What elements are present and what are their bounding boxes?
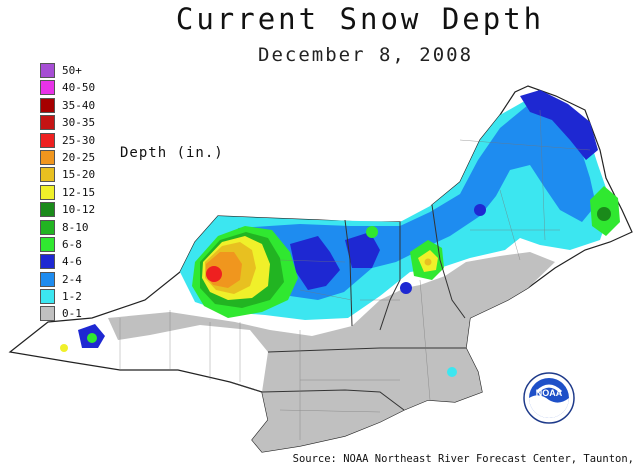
legend-label: 10-12 <box>62 203 96 217</box>
noaa-logo-icon: NOAA <box>523 372 575 424</box>
zone-4-6-in <box>290 236 340 290</box>
legend-label: 20-25 <box>62 150 96 164</box>
zone-center-green-2 <box>366 226 378 238</box>
legend-label: 40-50 <box>62 81 96 95</box>
zone-4-6-in-east <box>520 90 598 160</box>
legend-label: 1-2 <box>62 290 82 304</box>
zone-west-green <box>87 333 97 343</box>
zone-east-dark-green <box>597 207 611 221</box>
legend-title: Depth (in.) <box>120 145 224 161</box>
legend-swatch <box>40 167 55 183</box>
legend-item: 4-6 <box>38 253 110 270</box>
legend-item: 50+ <box>38 62 110 79</box>
legend-item: 1-2 <box>38 288 110 305</box>
legend-item: 20-25 <box>38 149 110 166</box>
legend-item: 12-15 <box>38 184 110 201</box>
legend-label: 4-6 <box>62 255 82 269</box>
zone-25-30-in <box>206 266 222 282</box>
legend-swatch <box>40 271 55 287</box>
legend-swatch <box>40 219 55 235</box>
legend-item: 6-8 <box>38 236 110 253</box>
legend-label: 2-4 <box>62 272 82 286</box>
legend-label: 50+ <box>62 64 82 77</box>
legend-swatch <box>40 63 55 78</box>
legend-swatch <box>40 184 55 200</box>
legend-swatch <box>40 254 55 270</box>
legend-label: 0-1 <box>62 307 82 321</box>
zone-0-1-in <box>108 252 555 452</box>
legend-item: 25-30 <box>38 132 110 149</box>
legend-swatch <box>40 115 55 131</box>
legend-item: 10-12 <box>38 201 110 218</box>
zone-coast-cyan <box>447 367 457 377</box>
legend-label: 6-8 <box>62 237 82 251</box>
legend-label: 15-20 <box>62 168 96 182</box>
zone-west-yellow <box>60 344 68 352</box>
county-lines <box>119 109 591 440</box>
zone-4-6-in-spot <box>400 282 412 294</box>
map-date: December 8, 2008 <box>258 44 474 66</box>
legend-item: 30-35 <box>38 114 110 131</box>
legend-item: 0-1 <box>38 305 110 322</box>
legend-item: 2-4 <box>38 271 110 288</box>
legend-swatch <box>40 97 55 113</box>
legend-swatch <box>40 289 55 305</box>
legend-item: 15-20 <box>38 166 110 183</box>
map-title: Current Snow Depth <box>175 2 545 36</box>
depth-legend: 50+ 40-50 35-40 30-35 25-30 20-25 15-20 12-15 10… <box>38 62 110 323</box>
state-boundaries <box>229 204 466 411</box>
legend-item: 40-50 <box>38 79 110 96</box>
legend-swatch <box>40 80 55 96</box>
legend-swatch <box>40 236 55 252</box>
source-credit: Source: NOAA Northeast River Forecast Ce… <box>292 453 634 465</box>
legend-label: 35-40 <box>62 98 96 112</box>
legend-label: 30-35 <box>62 116 96 130</box>
legend-item: 8-10 <box>38 219 110 236</box>
legend-swatch <box>40 306 55 322</box>
zone-4-6-in-center <box>345 232 380 268</box>
legend-item: 35-40 <box>38 97 110 114</box>
zone-4-6-in-spot-2 <box>474 204 486 216</box>
zone-center-orange <box>424 258 432 266</box>
legend-label: 12-15 <box>62 185 96 199</box>
legend-label: 8-10 <box>62 220 89 234</box>
legend-swatch <box>40 132 55 148</box>
legend-label: 25-30 <box>62 133 96 147</box>
legend-swatch <box>40 202 55 218</box>
noaa-logo-text: NOAA <box>536 388 563 398</box>
legend-swatch <box>40 149 55 165</box>
